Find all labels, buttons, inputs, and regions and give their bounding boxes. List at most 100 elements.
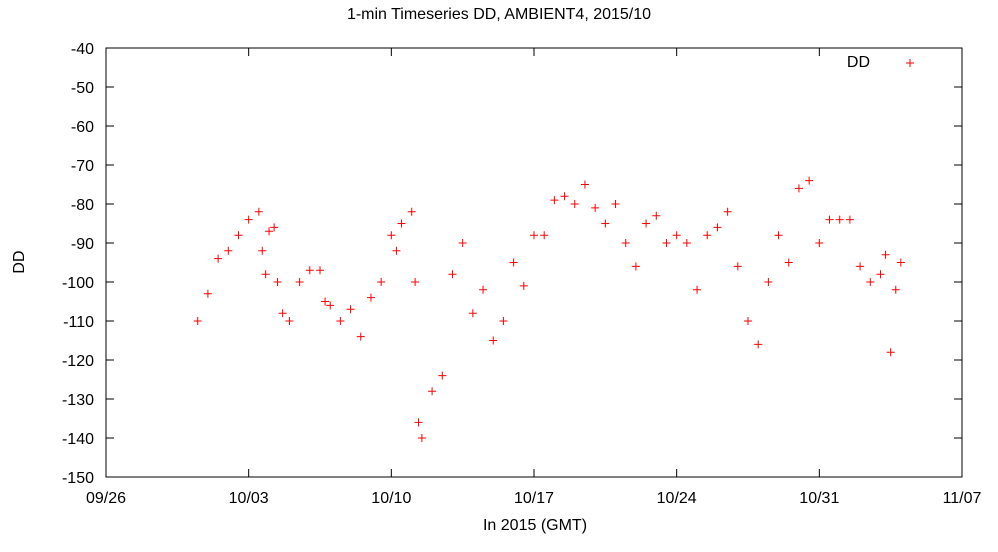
data-point <box>713 223 722 232</box>
data-point <box>316 266 324 275</box>
data-point <box>580 180 589 189</box>
data-point <box>856 262 865 271</box>
data-point <box>652 211 661 220</box>
data-point <box>448 270 457 279</box>
data-point <box>560 192 569 201</box>
data-point <box>244 215 253 224</box>
data-point <box>261 270 270 279</box>
data-point <box>642 219 651 228</box>
y-tick-label: -90 <box>71 236 94 253</box>
data-point <box>723 207 732 216</box>
data-point <box>468 309 477 318</box>
legend-marker <box>906 59 914 67</box>
data-point <box>845 215 854 224</box>
data-point <box>703 231 712 240</box>
data-point <box>270 223 279 232</box>
data-point <box>265 227 274 236</box>
data-point <box>285 317 294 325</box>
data-point <box>896 258 905 267</box>
data-point <box>458 239 467 247</box>
y-tick-label: -80 <box>71 197 94 214</box>
data-point <box>392 246 401 255</box>
data-point <box>346 305 355 314</box>
x-tick-label: 10/10 <box>371 490 411 507</box>
y-tick-label: -110 <box>63 314 94 331</box>
data-point <box>794 184 803 193</box>
data-point <box>774 231 783 240</box>
data-point <box>397 219 406 228</box>
data-point <box>754 340 763 349</box>
data-point <box>805 176 814 185</box>
data-point <box>356 332 365 341</box>
data-point <box>835 215 844 224</box>
data-point <box>764 278 773 286</box>
legend-entry-dd: DD <box>846 54 870 71</box>
data-point <box>784 258 793 267</box>
data-point <box>601 219 610 228</box>
data-point <box>377 278 386 286</box>
data-point <box>224 246 233 255</box>
data-point <box>366 293 375 302</box>
data-point <box>866 278 875 286</box>
y-axis: -40 -50 -60 -70 -80 -90 -100 -110 -120 -130 -140 -1… <box>62 41 962 487</box>
points-layer <box>193 176 905 442</box>
data-point <box>682 239 691 247</box>
data-point <box>278 309 287 318</box>
data-point <box>621 239 630 247</box>
data-point <box>273 278 282 286</box>
data-point <box>825 215 834 224</box>
y-axis-label: DD <box>11 250 28 274</box>
y-tick-label: -130 <box>62 392 94 409</box>
data-point <box>519 281 528 290</box>
data-point <box>321 297 330 306</box>
x-tick-label: 10/31 <box>799 490 839 507</box>
data-point <box>662 239 671 247</box>
data-point <box>876 270 885 279</box>
data-point <box>336 317 345 325</box>
data-point <box>214 254 223 263</box>
x-tick-label: 10/24 <box>657 490 697 507</box>
data-point <box>326 301 335 310</box>
data-point <box>234 231 243 240</box>
data-point <box>611 200 620 208</box>
data-point <box>815 239 824 247</box>
data-point <box>305 266 314 275</box>
data-point <box>591 203 600 212</box>
chart-title: 1-min Timeseries DD, AMBIENT4, 2015/10 <box>346 6 652 23</box>
x-tick-label: 10/17 <box>514 490 554 507</box>
data-point <box>411 278 420 286</box>
data-point <box>693 285 702 294</box>
data-point <box>509 258 518 267</box>
data-point <box>387 231 396 240</box>
data-point <box>203 289 212 298</box>
x-tick-label: 09/26 <box>86 490 126 507</box>
data-point <box>744 317 752 325</box>
legend-sample <box>906 59 914 67</box>
data-point <box>733 262 742 271</box>
plot-frame <box>105 47 963 478</box>
data-point <box>414 418 423 427</box>
data-point <box>672 231 681 240</box>
data-point <box>499 317 508 325</box>
data-point <box>417 434 426 442</box>
y-tick-label: -150 <box>62 470 94 487</box>
data-point <box>881 250 890 259</box>
data-point <box>570 200 579 208</box>
y-tick-label: -70 <box>71 158 94 175</box>
x-tick-label: 11/07 <box>943 490 982 507</box>
data-point <box>886 348 895 357</box>
data-point <box>550 196 559 205</box>
x-axis-label: In 2015 (GMT) <box>482 517 588 534</box>
data-point <box>295 278 304 286</box>
data-point <box>428 387 437 396</box>
y-tick-label: -120 <box>62 353 94 370</box>
data-point <box>193 317 202 325</box>
data-point <box>530 231 538 240</box>
data-point <box>407 207 416 216</box>
data-point <box>254 207 263 216</box>
x-tick-label: 10/03 <box>229 490 269 507</box>
y-tick-label: -50 <box>71 80 94 97</box>
x-axis: 09/26 10/03 10/10 10/17 10/24 10/31 11/07 <box>86 48 982 507</box>
y-tick-label: -100 <box>62 275 94 292</box>
